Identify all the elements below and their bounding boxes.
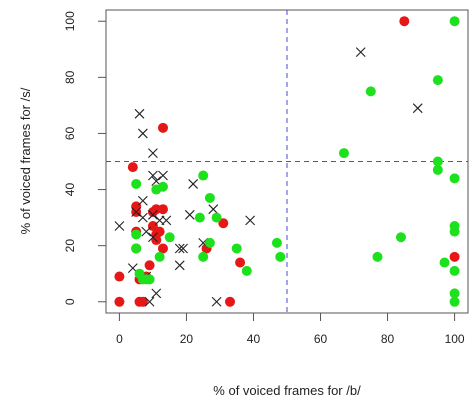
- reference-lines: [106, 10, 468, 313]
- data-point-cross: [175, 261, 184, 270]
- data-point-circle: [128, 162, 138, 172]
- x-tick-label: 40: [247, 332, 261, 346]
- data-point-circle: [195, 213, 205, 223]
- data-point-circle: [212, 213, 222, 223]
- data-point-cross: [413, 104, 422, 113]
- data-point-circle: [366, 86, 376, 96]
- y-tick-label: 100: [63, 11, 77, 31]
- x-axis-label: % of voiced frames for /b/: [213, 383, 361, 398]
- x-axis: 0 20 40 60 80 100: [116, 313, 465, 346]
- data-point-circle: [131, 229, 141, 239]
- y-tick-label: 80: [63, 70, 77, 84]
- data-point-circle: [114, 297, 124, 307]
- data-point-circle: [198, 252, 208, 262]
- data-point-circle: [158, 123, 168, 133]
- data-point-circle: [158, 182, 168, 192]
- y-tick-label: 40: [63, 183, 77, 197]
- data-point-cross: [209, 205, 218, 214]
- data-point-circle: [450, 227, 460, 237]
- data-point-cross: [152, 289, 161, 298]
- x-tick-label: 0: [116, 332, 123, 346]
- y-axis-label: % of voiced frames for /s/: [18, 87, 33, 234]
- y-tick-label: 20: [63, 239, 77, 253]
- data-point-circle: [131, 179, 141, 189]
- y-axis: 0 20 40 60 80 100: [63, 11, 106, 305]
- data-point-circle: [450, 252, 460, 262]
- data-point-circle: [165, 232, 175, 242]
- data-point-circle: [235, 258, 245, 268]
- data-point-circle: [450, 173, 460, 183]
- data-point-circle: [275, 252, 285, 262]
- x-tick-label: 20: [180, 332, 194, 346]
- x-tick-label: 100: [445, 332, 465, 346]
- data-point-cross: [135, 109, 144, 118]
- data-point-circle: [373, 252, 383, 262]
- data-point-cross: [162, 216, 171, 225]
- data-point-circle: [158, 204, 168, 214]
- x-tick-label: 60: [314, 332, 328, 346]
- data-point-cross: [212, 297, 221, 306]
- data-point-circle: [205, 238, 215, 248]
- data-point-cross: [185, 210, 194, 219]
- data-point-circle: [399, 16, 409, 26]
- data-point-circle: [232, 243, 242, 253]
- data-point-cross: [189, 179, 198, 188]
- data-point-circle: [145, 260, 155, 270]
- data-point-circle: [272, 238, 282, 248]
- data-point-circle: [450, 266, 460, 276]
- data-point-circle: [114, 272, 124, 282]
- y-tick-label: 0: [63, 298, 77, 305]
- data-point-cross: [246, 216, 255, 225]
- data-point-circle: [450, 297, 460, 307]
- x-tick-label: 80: [381, 332, 395, 346]
- data-point-cross: [138, 213, 147, 222]
- data-point-circle: [433, 165, 443, 175]
- data-point-cross: [142, 227, 151, 236]
- data-point-circle: [155, 252, 165, 262]
- y-tick-label: 60: [63, 126, 77, 140]
- data-point-cross: [148, 149, 157, 158]
- data-point-cross: [148, 171, 157, 180]
- data-point-cross: [356, 48, 365, 57]
- data-point-circle: [433, 75, 443, 85]
- data-point-circle: [155, 227, 165, 237]
- data-point-cross: [115, 222, 124, 231]
- data-point-circle: [450, 16, 460, 26]
- data-point-circle: [131, 243, 141, 253]
- data-point-circle: [396, 232, 406, 242]
- data-point-circle: [339, 148, 349, 158]
- data-point-cross: [138, 196, 147, 205]
- data-point-cross: [158, 171, 167, 180]
- data-point-circle: [205, 193, 215, 203]
- data-point-cross: [138, 129, 147, 138]
- data-point-circle: [198, 171, 208, 181]
- data-point-circle: [145, 274, 155, 284]
- data-point-circle: [242, 266, 252, 276]
- data-point-circle: [440, 258, 450, 268]
- data-point-circle: [225, 297, 235, 307]
